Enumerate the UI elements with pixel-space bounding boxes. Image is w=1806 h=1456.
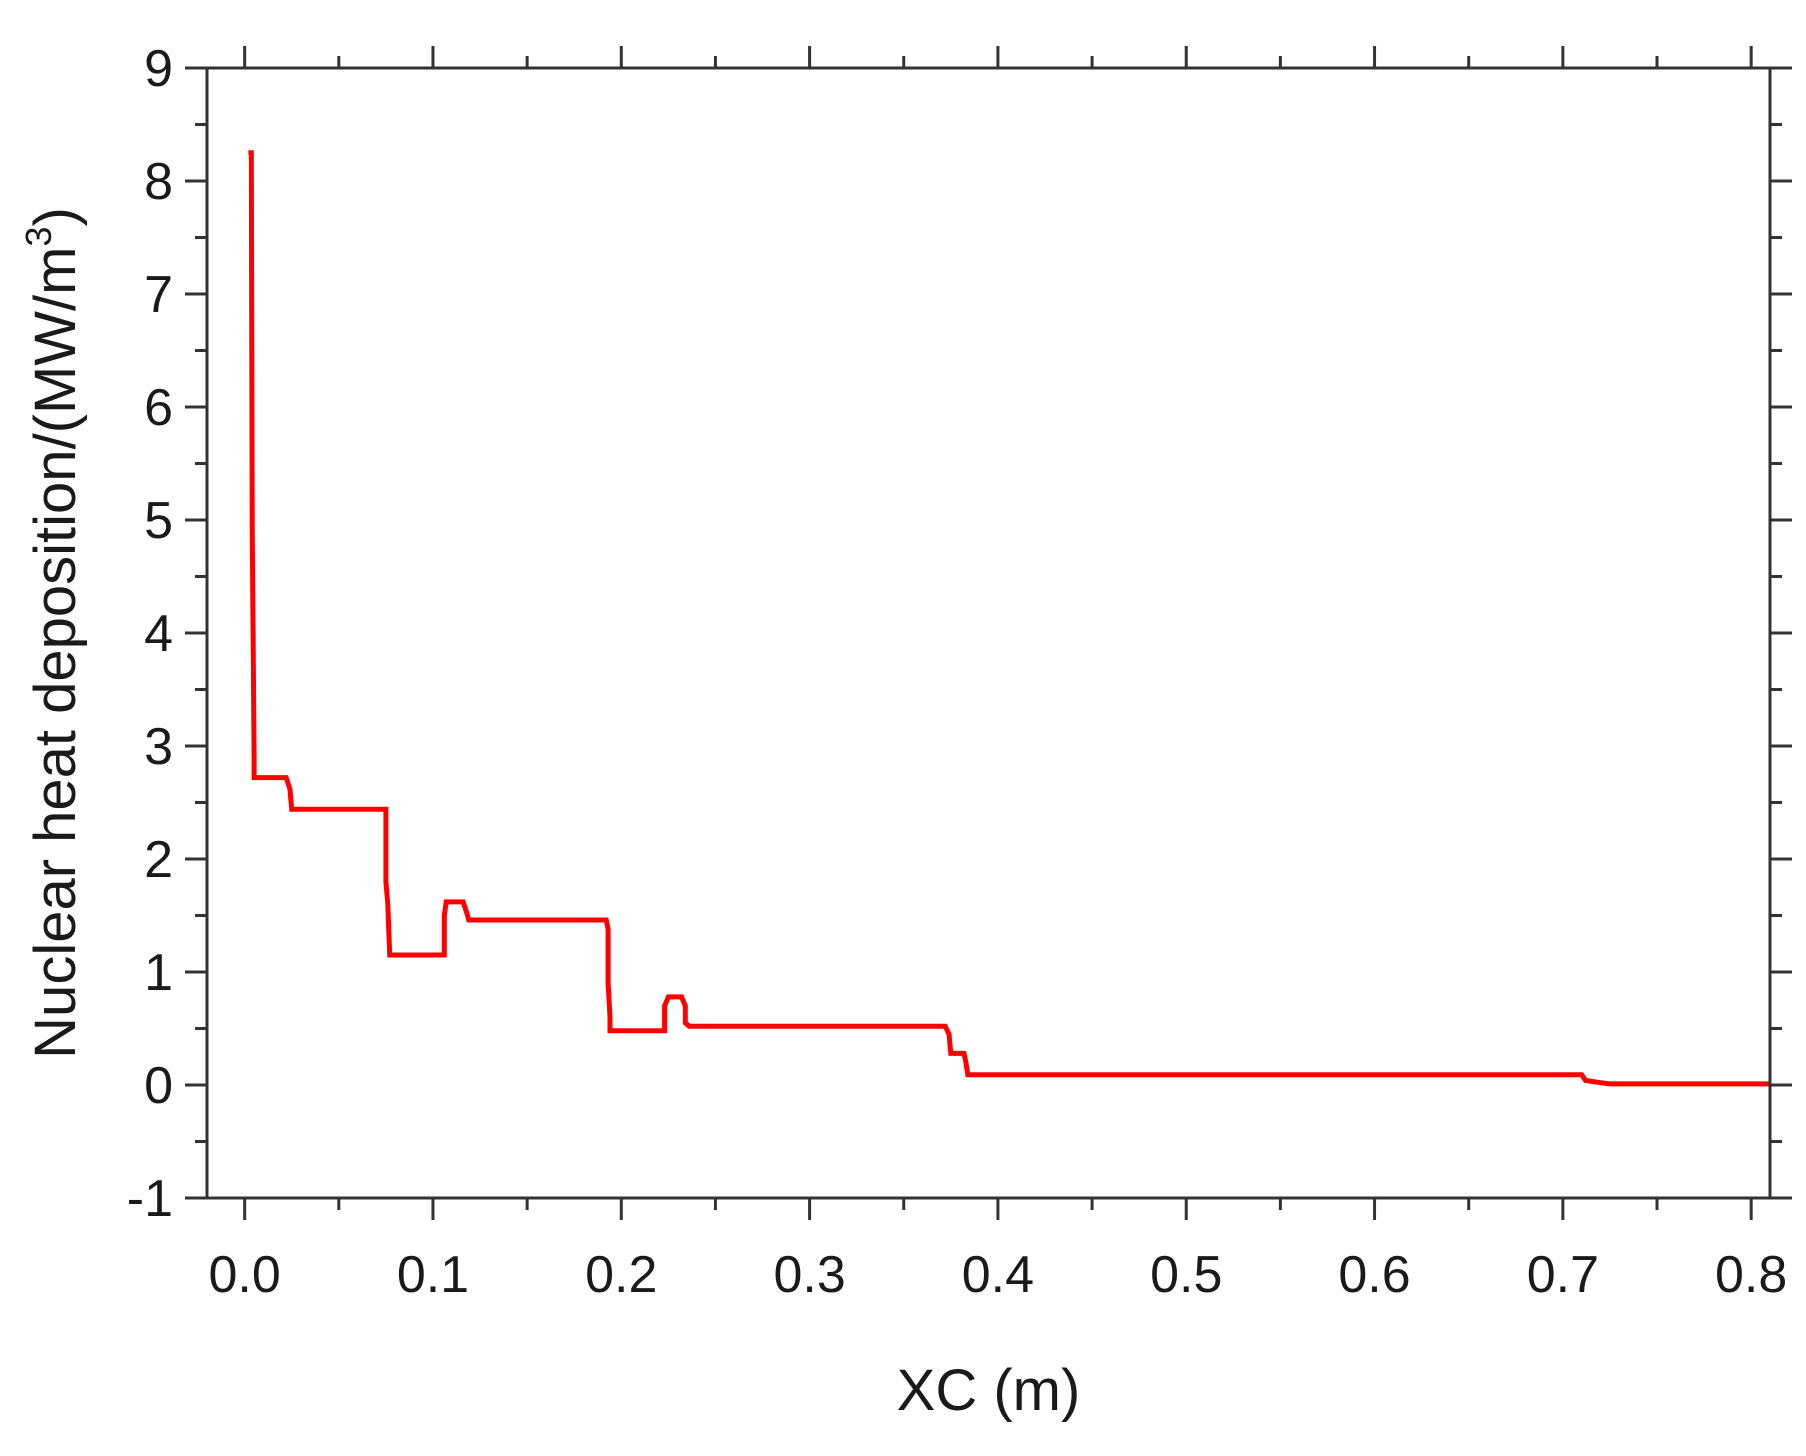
y-axis-title-superscript: 3 — [18, 226, 59, 246]
series-line-1 — [248, 150, 1770, 1087]
y-tick-label: 2 — [144, 831, 173, 889]
y-axis-title: Nuclear heat deposition/(MW/m3) — [18, 207, 88, 1059]
y-tick-label: 1 — [144, 944, 173, 1002]
plot-frame — [205, 66, 1772, 1200]
x-tick-label: 0.4 — [962, 1246, 1034, 1304]
y-axis-title-suffix: ) — [23, 207, 88, 226]
x-tick-label: 0.6 — [1338, 1246, 1410, 1304]
y-tick-label: 6 — [144, 379, 173, 437]
x-tick-label: 0.2 — [585, 1246, 657, 1304]
y-tick-label: 8 — [144, 153, 173, 211]
x-tick-label: 0.3 — [773, 1246, 845, 1304]
x-axis-title: XC (m) — [897, 1358, 1081, 1423]
y-tick-label: 5 — [144, 492, 173, 550]
x-tick-label: 0.0 — [209, 1246, 281, 1304]
y-tick-label: 4 — [144, 605, 173, 663]
y-tick-labels: -1 0 1 2 3 4 5 6 7 8 9 — [127, 40, 173, 1228]
x-tick-label: 0.5 — [1150, 1246, 1222, 1304]
y-axis-title-main: Nuclear heat deposition/(MW/m — [23, 247, 88, 1059]
x-tick-labels: 0.0 0.1 0.2 0.3 0.4 0.5 0.6 0.7 0.8 — [209, 1246, 1788, 1304]
x-tick-label: 0.1 — [397, 1246, 469, 1304]
series-layer — [248, 150, 1770, 1087]
y-tick-label: 7 — [144, 266, 173, 324]
ticks-layer — [185, 46, 1792, 1220]
y-tick-label: 3 — [144, 718, 173, 776]
x-tick-label: 0.7 — [1527, 1246, 1599, 1304]
y-tick-label: -1 — [127, 1170, 173, 1228]
x-tick-label: 0.8 — [1715, 1246, 1787, 1304]
y-tick-label: 0 — [144, 1057, 173, 1115]
y-tick-label: 9 — [144, 40, 173, 98]
